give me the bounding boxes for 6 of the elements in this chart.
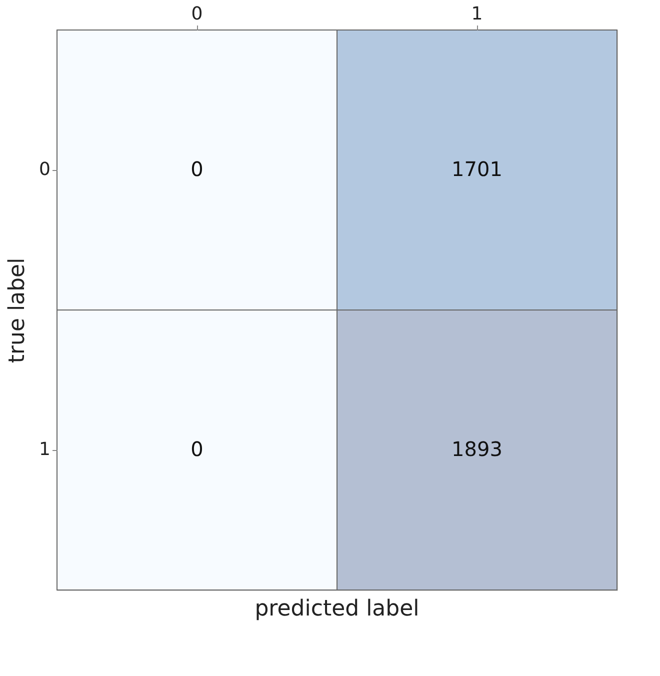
data-label: 0 — [190, 157, 204, 181]
data-label: 0 — [190, 437, 204, 461]
y-axis-title: true label — [5, 258, 30, 364]
data-label: 1701 — [452, 157, 502, 181]
data-label: 1893 — [452, 437, 502, 461]
x-axis-title: predicted label — [254, 596, 420, 622]
